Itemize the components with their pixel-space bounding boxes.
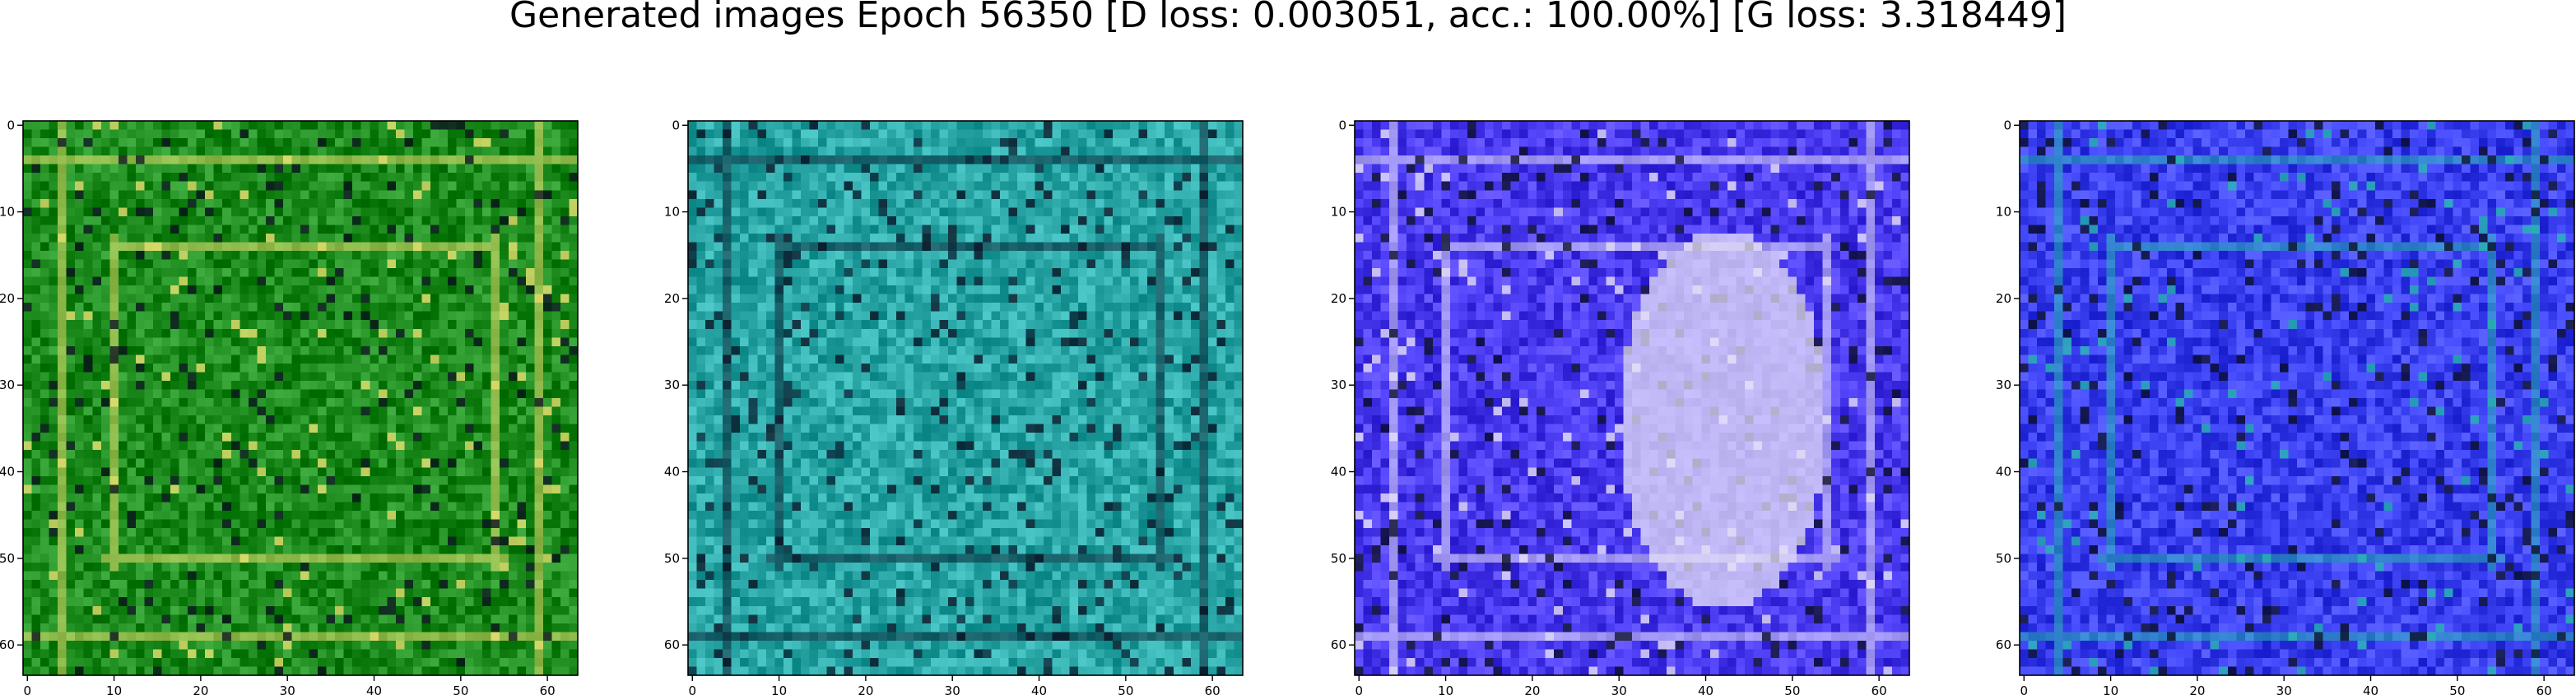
y-tick-label: 30: [1996, 378, 2011, 392]
y-tick-label: 40: [1996, 465, 2011, 480]
x-tick-label: 50: [2449, 683, 2465, 695]
x-tick-label: 10: [2103, 683, 2118, 695]
y-tick-label: 20: [1996, 291, 2011, 306]
image-pixels: [2020, 121, 2575, 676]
x-tick-label: 0: [2020, 683, 2028, 695]
y-tick-label: 50: [1996, 551, 2011, 566]
y-tick-label: 10: [1996, 205, 2011, 220]
x-tick-label: 30: [2276, 683, 2292, 695]
y-tick-label: 60: [1996, 637, 2011, 652]
x-tick-label: 60: [2536, 683, 2552, 695]
y-tick-label: 0: [2003, 118, 2011, 132]
x-tick-label: 40: [2363, 683, 2378, 695]
x-tick-label: 20: [2189, 683, 2205, 695]
